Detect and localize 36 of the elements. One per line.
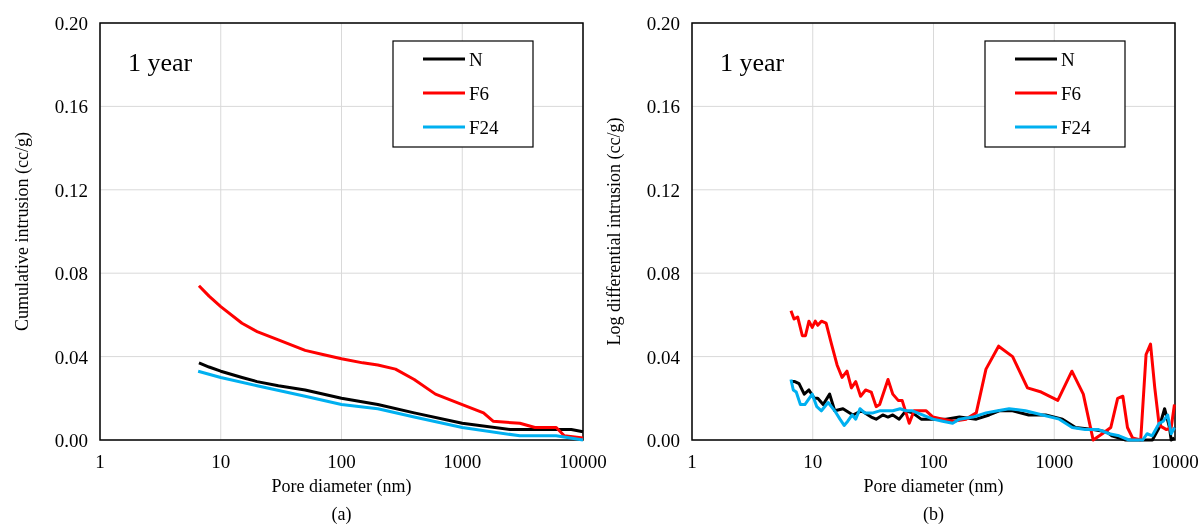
legend-label: F24 (469, 117, 500, 138)
x-axis-title: Pore diameter (nm) (271, 476, 412, 497)
legend-label: N (469, 49, 483, 70)
y-tick-label: 0.00 (54, 430, 88, 451)
x-tick-label: 10000 (1151, 451, 1199, 472)
y-tick-label: 0.08 (646, 263, 680, 285)
legend-label: F6 (1061, 83, 1082, 104)
y-tick-label: 0.16 (54, 96, 88, 118)
annotation: 1 year (128, 48, 193, 77)
legend-label: N (1061, 49, 1075, 70)
y-tick-label: 0.16 (646, 96, 680, 118)
y-tick-label: 0.04 (646, 346, 681, 368)
y-tick-label: 0.08 (54, 263, 88, 285)
y-tick-label: 0.20 (54, 13, 88, 34)
x-tick-label: 100 (919, 451, 948, 472)
x-tick-label: 1 (687, 451, 697, 472)
x-axis-title: Pore diameter (nm) (863, 476, 1004, 497)
x-tick-label: 1 (95, 451, 105, 472)
y-tick-label: 0.04 (54, 346, 89, 368)
annotation: 1 year (720, 48, 785, 77)
y-tick-label: 0.12 (646, 179, 680, 201)
x-tick-label: 100 (327, 451, 356, 472)
y-tick-label: 0.12 (54, 179, 88, 201)
legend-label: F24 (1061, 117, 1092, 138)
x-tick-label: 10 (211, 451, 231, 472)
text: (b) (923, 504, 944, 525)
y-tick-label: 0.00 (646, 430, 680, 451)
x-tick-label: 1000 (1035, 451, 1074, 472)
x-tick-label: 1000 (443, 451, 482, 472)
x-tick-label: 10000 (559, 451, 607, 472)
text: (a) (331, 504, 352, 525)
y-axis-title: Cumulative intrusion (cc/g) (12, 132, 33, 331)
y-tick-label: 0.20 (646, 13, 680, 34)
legend-label: F6 (469, 83, 490, 104)
y-axis-title: Log differential intrusion (cc/g) (604, 117, 625, 346)
x-tick-label: 10 (803, 451, 823, 472)
